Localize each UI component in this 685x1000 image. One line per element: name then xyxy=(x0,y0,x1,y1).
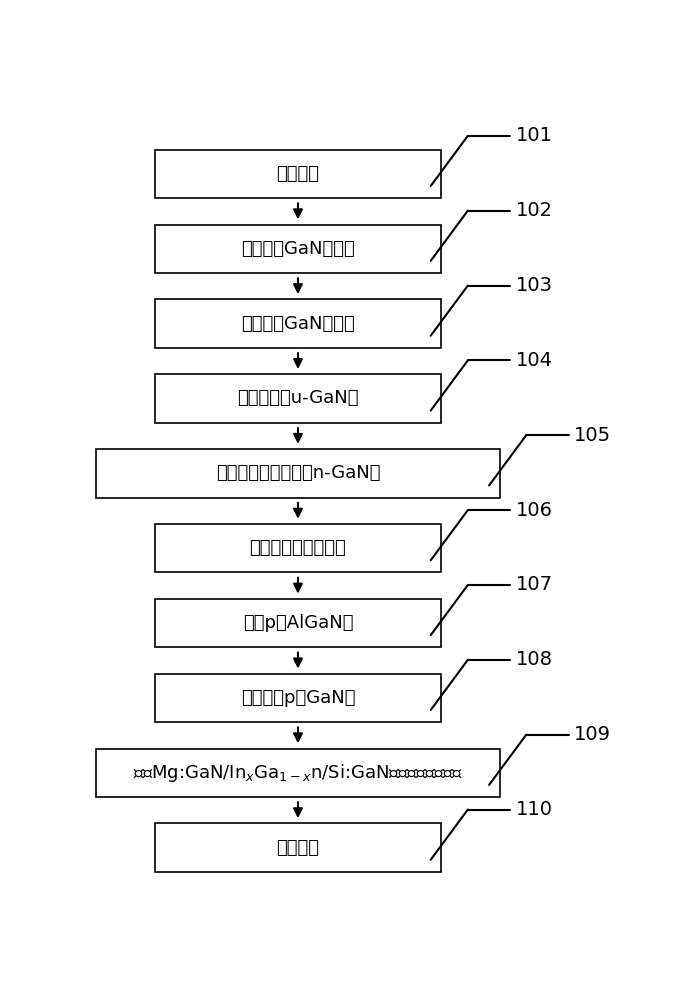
Text: 101: 101 xyxy=(516,126,553,145)
Text: 生长高温GaN缓冲层: 生长高温GaN缓冲层 xyxy=(241,315,355,333)
Text: 生长多量子阱发光层: 生长多量子阱发光层 xyxy=(249,539,347,557)
Text: 生长低温GaN成核层: 生长低温GaN成核层 xyxy=(241,240,355,258)
Text: 103: 103 xyxy=(516,276,553,295)
Text: 106: 106 xyxy=(516,501,553,520)
Text: 处理衬底: 处理衬底 xyxy=(277,165,319,183)
Bar xyxy=(155,374,441,423)
Text: 108: 108 xyxy=(516,650,553,669)
Bar xyxy=(155,299,441,348)
Bar xyxy=(155,150,441,198)
Text: 生长Mg:GaN/In$_x$Ga$_{1-x}$n/Si:GaN隧穿结结构接触层: 生长Mg:GaN/In$_x$Ga$_{1-x}$n/Si:GaN隧穿结结构接触… xyxy=(133,762,463,784)
Text: 生长高温p型GaN层: 生长高温p型GaN层 xyxy=(240,689,356,707)
Bar xyxy=(96,749,500,797)
Text: 107: 107 xyxy=(516,575,553,594)
Bar xyxy=(155,674,441,722)
Text: 110: 110 xyxy=(516,800,553,819)
Text: 104: 104 xyxy=(516,351,553,370)
Bar xyxy=(155,823,441,872)
Text: 降温冷却: 降温冷却 xyxy=(277,839,319,857)
Bar xyxy=(96,449,500,498)
Text: 生长非掺杂u-GaN层: 生长非掺杂u-GaN层 xyxy=(237,389,359,407)
Bar xyxy=(155,225,441,273)
Text: 生长p型AlGaN层: 生长p型AlGaN层 xyxy=(242,614,353,632)
Text: 生长掺杂浓度稳定的n-GaN层: 生长掺杂浓度稳定的n-GaN层 xyxy=(216,464,380,482)
Text: 102: 102 xyxy=(516,201,553,220)
Text: 109: 109 xyxy=(574,725,611,744)
Bar xyxy=(155,599,441,647)
Bar xyxy=(155,524,441,572)
Text: 105: 105 xyxy=(574,426,611,445)
